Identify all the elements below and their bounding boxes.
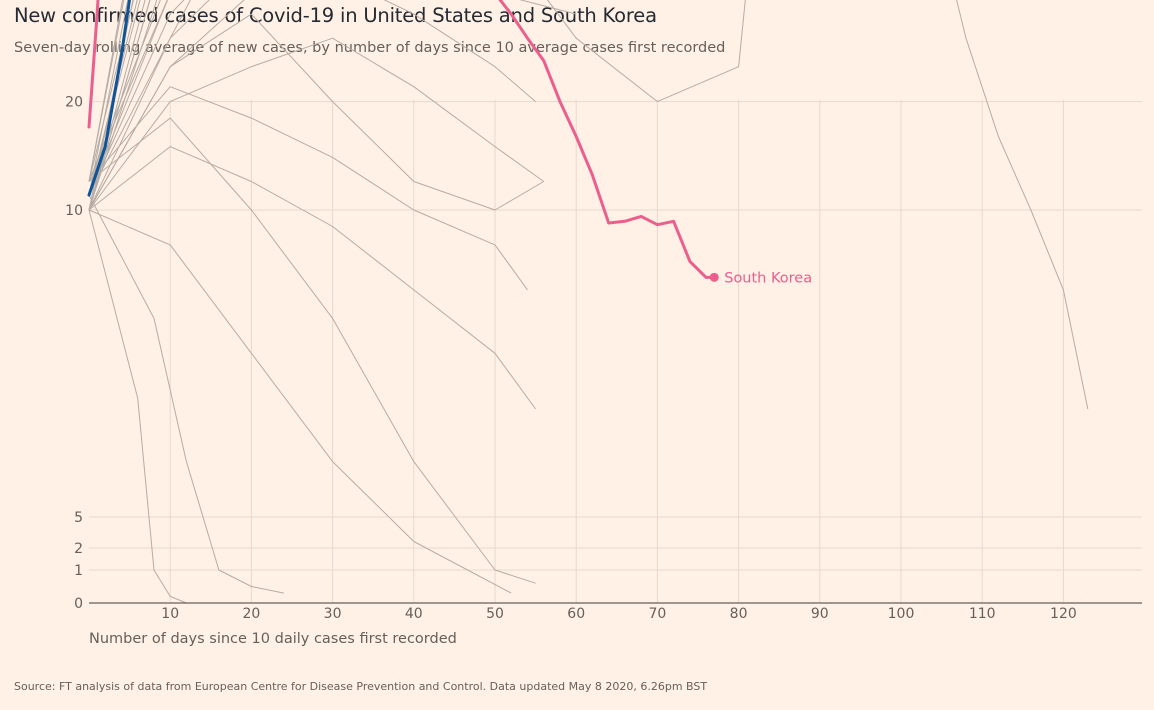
series-line-background	[88, 0, 134, 211]
grid-lines	[89, 100, 1142, 603]
chart-source: Source: FT analysis of data from Europea…	[14, 680, 708, 693]
x-tick-label: 10	[161, 606, 179, 622]
series-line-background	[88, 0, 1089, 410]
series-line-background	[88, 194, 284, 594]
y-tick-label: 10	[65, 203, 83, 219]
series-line-south-korea	[87, 0, 716, 279]
series-line-background	[88, 0, 138, 196]
highlight-country-lines: United StatesSouth Korea	[87, 0, 812, 286]
x-tick-label: 60	[567, 606, 585, 622]
series-line-background	[88, 86, 528, 291]
series-line-background	[88, 0, 191, 211]
axes: 20,00010,0005,0002,0001,0005002001005020…	[65, 95, 1142, 647]
x-tick-label: 30	[324, 606, 342, 622]
x-axis-label: Number of days since 10 daily cases firs…	[89, 631, 457, 647]
series-endpoint-south-korea	[709, 272, 719, 282]
series-line-background	[88, 146, 537, 410]
x-tick-label: 100	[888, 606, 915, 622]
series-line-background	[88, 0, 536, 196]
chart-plot: United StatesSouth Korea 20,00010,0005,0…	[65, 0, 1142, 647]
series-line-background	[88, 13, 544, 211]
y-tick-label: 1	[74, 563, 83, 579]
x-tick-label: 110	[969, 606, 996, 622]
x-tick-label: 90	[811, 606, 829, 622]
chart-subtitle: Seven-day rolling average of new cases, …	[14, 40, 726, 56]
x-tick-label: 20	[242, 606, 260, 622]
x-tick-label: 70	[648, 606, 666, 622]
series-line-background	[88, 0, 151, 211]
series-line-background	[88, 209, 187, 604]
series-line-background	[88, 0, 124, 182]
x-tick-label: 50	[486, 606, 504, 622]
series-line-united-states	[87, 0, 131, 197]
series-line-background	[88, 0, 185, 196]
series-line-background	[88, 209, 512, 594]
series-line-background	[88, 117, 536, 584]
y-tick-label: 20	[65, 95, 83, 111]
y-tick-label: 2	[74, 541, 83, 557]
x-tick-label: 80	[730, 606, 748, 622]
series-line-background	[88, 37, 544, 211]
series-line-background	[88, 0, 158, 211]
series-label-south-korea: South Korea	[724, 270, 812, 286]
x-tick-label: 120	[1050, 606, 1077, 622]
series-line-background	[88, 0, 129, 196]
background-country-lines	[88, 0, 1089, 604]
y-tick-label: 5	[74, 510, 83, 526]
y-tick-label: 0	[74, 596, 83, 612]
x-tick-label: 40	[405, 606, 423, 622]
